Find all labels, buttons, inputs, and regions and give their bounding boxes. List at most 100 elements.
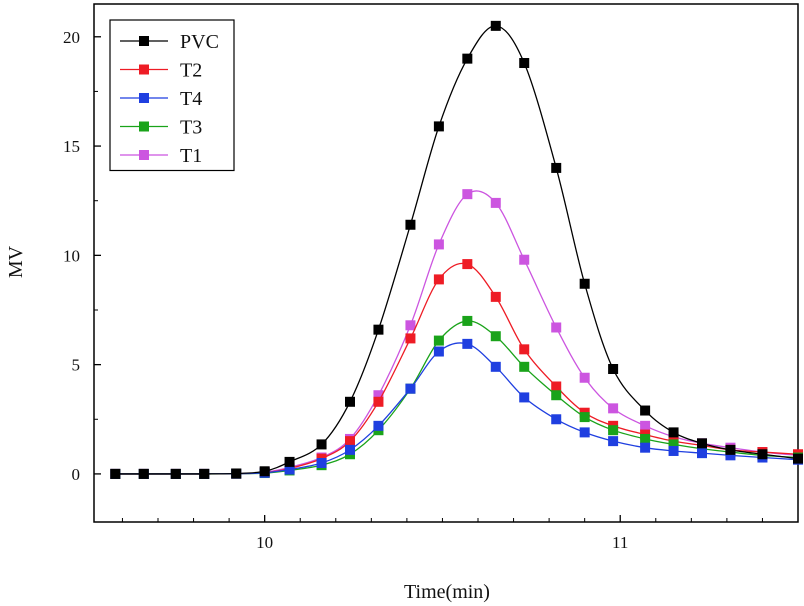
data-point-t1 (519, 254, 530, 265)
data-point-t3 (668, 439, 679, 450)
data-point-t4 (284, 464, 295, 475)
series-line-t4 (115, 342, 799, 475)
y-tick-label: 15 (63, 137, 80, 156)
data-point-pvc (725, 444, 736, 455)
data-point-t1 (405, 320, 416, 331)
data-point-t2 (405, 333, 416, 344)
x-tick-label: 11 (612, 533, 628, 552)
y-axis-title: MV (5, 245, 27, 278)
data-point-t3 (462, 315, 473, 326)
data-point-t2 (345, 436, 355, 447)
data-point-pvc (231, 468, 242, 479)
legend-label-pvc: PVC (180, 31, 219, 53)
data-point-pvc (640, 405, 651, 416)
y-tick-label: 20 (63, 28, 80, 47)
series-t4 (110, 338, 803, 479)
legend-marker-t4 (139, 93, 149, 103)
data-point-t4 (551, 414, 562, 425)
data-point-pvc (697, 438, 707, 449)
x-axis-title: Time(min) (404, 581, 490, 603)
data-point-t3 (608, 425, 619, 436)
data-point-t1 (551, 322, 562, 333)
data-point-t2 (519, 344, 530, 355)
data-point-pvc (138, 468, 149, 479)
data-point-t2 (551, 381, 562, 392)
data-point-pvc (757, 449, 768, 460)
legend-item-t1: T1 (120, 145, 202, 167)
data-point-t1 (373, 390, 384, 401)
data-point-pvc (490, 20, 501, 31)
data-point-pvc (284, 456, 295, 467)
data-point-t4 (490, 361, 501, 372)
data-point-t1 (433, 239, 444, 250)
data-point-t1 (462, 189, 473, 200)
data-point-t4 (433, 346, 444, 357)
data-point-t4 (519, 392, 530, 403)
data-point-t1 (579, 372, 590, 383)
series-line-t1 (115, 190, 799, 475)
data-point-t2 (490, 291, 501, 302)
legend-marker-t2 (139, 64, 149, 75)
series-t1 (110, 189, 803, 479)
data-point-t3 (433, 335, 444, 346)
y-axis: 0 5 10 15 20 (63, 28, 101, 484)
data-point-pvc (579, 278, 590, 289)
data-point-t2 (462, 259, 473, 270)
data-point-t3 (490, 331, 501, 342)
y-tick-label: 10 (63, 246, 80, 265)
data-point-t4 (405, 383, 416, 394)
data-point-t4 (373, 420, 384, 431)
data-point-pvc (345, 396, 355, 407)
data-point-pvc (433, 121, 444, 132)
data-point-pvc (110, 468, 121, 479)
data-point-pvc (373, 324, 384, 335)
data-point-t1 (640, 420, 651, 431)
data-point-t4 (668, 445, 679, 456)
legend: PVC T2 T4 T3 T1 (109, 19, 235, 172)
series-pvc (110, 20, 803, 479)
legend-label-t2: T2 (180, 60, 202, 82)
legend-label-t4: T4 (180, 88, 202, 110)
legend-box (109, 19, 235, 172)
data-point-pvc (259, 466, 270, 477)
data-point-t3 (579, 412, 590, 423)
legend-marker-t3 (139, 121, 149, 132)
data-point-t4 (725, 450, 736, 461)
data-point-t2 (433, 274, 444, 285)
legend-item-t4: T4 (120, 88, 202, 110)
data-point-t4 (608, 436, 619, 447)
legend-label-t3: T3 (180, 117, 202, 139)
data-point-t4 (462, 338, 473, 349)
legend-label-t1: T1 (180, 145, 202, 167)
y-tick-label: 5 (72, 356, 81, 375)
data-point-pvc (793, 453, 803, 464)
legend-marker-pvc (139, 36, 149, 46)
data-point-pvc (405, 219, 416, 230)
legend-item-pvc: PVC (120, 31, 219, 53)
data-point-t1 (608, 403, 619, 414)
data-point-pvc (199, 468, 210, 479)
series-layer (110, 20, 803, 479)
plot-frame (93, 3, 799, 523)
plot-area (93, 3, 799, 523)
data-point-t4 (345, 444, 355, 455)
data-point-t4 (640, 442, 651, 453)
data-point-t3 (519, 361, 530, 372)
legend-marker-t1 (139, 150, 149, 160)
data-point-pvc (170, 468, 181, 479)
data-point-pvc (608, 364, 619, 375)
data-point-pvc (316, 439, 327, 450)
legend-item-t2: T2 (120, 60, 202, 82)
data-point-t3 (640, 433, 651, 444)
data-point-t3 (551, 390, 562, 401)
data-point-t4 (316, 457, 327, 468)
data-point-t2 (373, 396, 384, 407)
x-axis: 10 11 (121, 515, 763, 552)
data-point-pvc (519, 58, 530, 69)
data-point-t4 (579, 427, 590, 438)
data-point-pvc (668, 427, 679, 438)
legend-item-t3: T3 (120, 117, 202, 139)
data-point-pvc (551, 162, 562, 173)
y-tick-label: 0 (72, 465, 81, 484)
